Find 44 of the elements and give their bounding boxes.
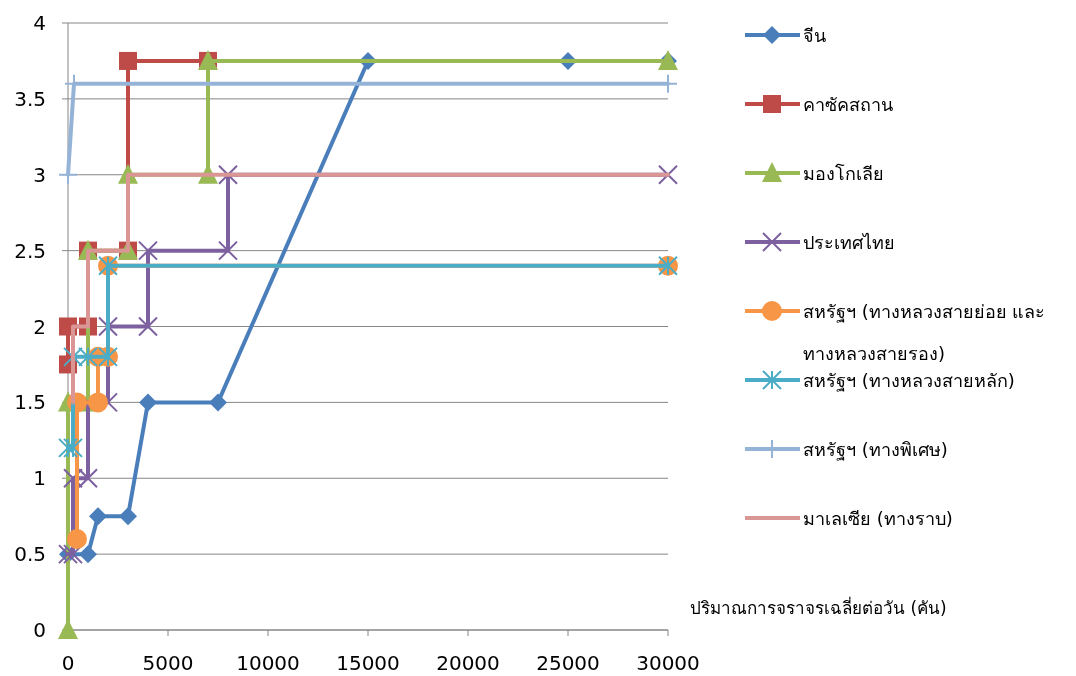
x-tick-label: 5000 xyxy=(142,651,194,675)
y-tick-label: 2 xyxy=(33,314,46,339)
x-tick-label: 30000 xyxy=(636,651,700,675)
legend-label: สหรัฐฯ (ทางพิเศษ) xyxy=(803,439,948,461)
point xyxy=(88,392,108,413)
point xyxy=(209,393,227,412)
y-tick-label: 3 xyxy=(33,162,46,187)
x-axis-title: ปริมาณการจราจรเฉลี่ยต่อวัน (คัน) xyxy=(690,596,947,618)
y-tick-label: 1 xyxy=(33,466,46,491)
point xyxy=(79,545,97,564)
point xyxy=(63,437,83,458)
y-tick-label: 4 xyxy=(33,11,46,35)
legend-label: ประเทศไทย xyxy=(803,232,895,253)
point xyxy=(119,507,137,526)
point xyxy=(58,437,78,458)
point xyxy=(218,164,238,185)
legend-label: มาเลเซีย (ทางราบ) xyxy=(803,508,953,529)
x-tick-label: 25000 xyxy=(536,651,600,675)
legend-label: สหรัฐฯ (ทางหลวงสายย่อย และ ทางหลวงสายรอง) xyxy=(803,301,1046,364)
point xyxy=(63,346,83,367)
point xyxy=(63,544,83,565)
x-tick-label: 20000 xyxy=(436,651,500,675)
point xyxy=(119,51,137,70)
y-tick-label: 1.5 xyxy=(14,390,46,415)
legend-label: คาซัคสถาน xyxy=(803,94,893,115)
point xyxy=(98,316,118,337)
point xyxy=(78,346,98,367)
point xyxy=(67,528,87,549)
x-tick-label: 10000 xyxy=(236,651,300,675)
y-tick-label: 0 xyxy=(33,618,46,642)
y-tick-label: 0.5 xyxy=(14,542,46,567)
legend-label: จีน xyxy=(803,25,826,46)
point xyxy=(139,393,157,412)
point xyxy=(138,316,158,337)
point xyxy=(218,240,238,261)
x-tick-label: 15000 xyxy=(336,651,400,675)
y-tick-label: 2.5 xyxy=(14,238,46,263)
point xyxy=(89,507,107,526)
point xyxy=(138,240,158,261)
point xyxy=(658,164,678,185)
legend-label: มองโกเลีย xyxy=(803,163,884,184)
y-tick-label: 3.5 xyxy=(14,86,46,111)
x-tick-label: 0 xyxy=(61,651,75,675)
legend-label: สหรัฐฯ (ทางหลวงสายหลัก) xyxy=(803,370,1015,392)
